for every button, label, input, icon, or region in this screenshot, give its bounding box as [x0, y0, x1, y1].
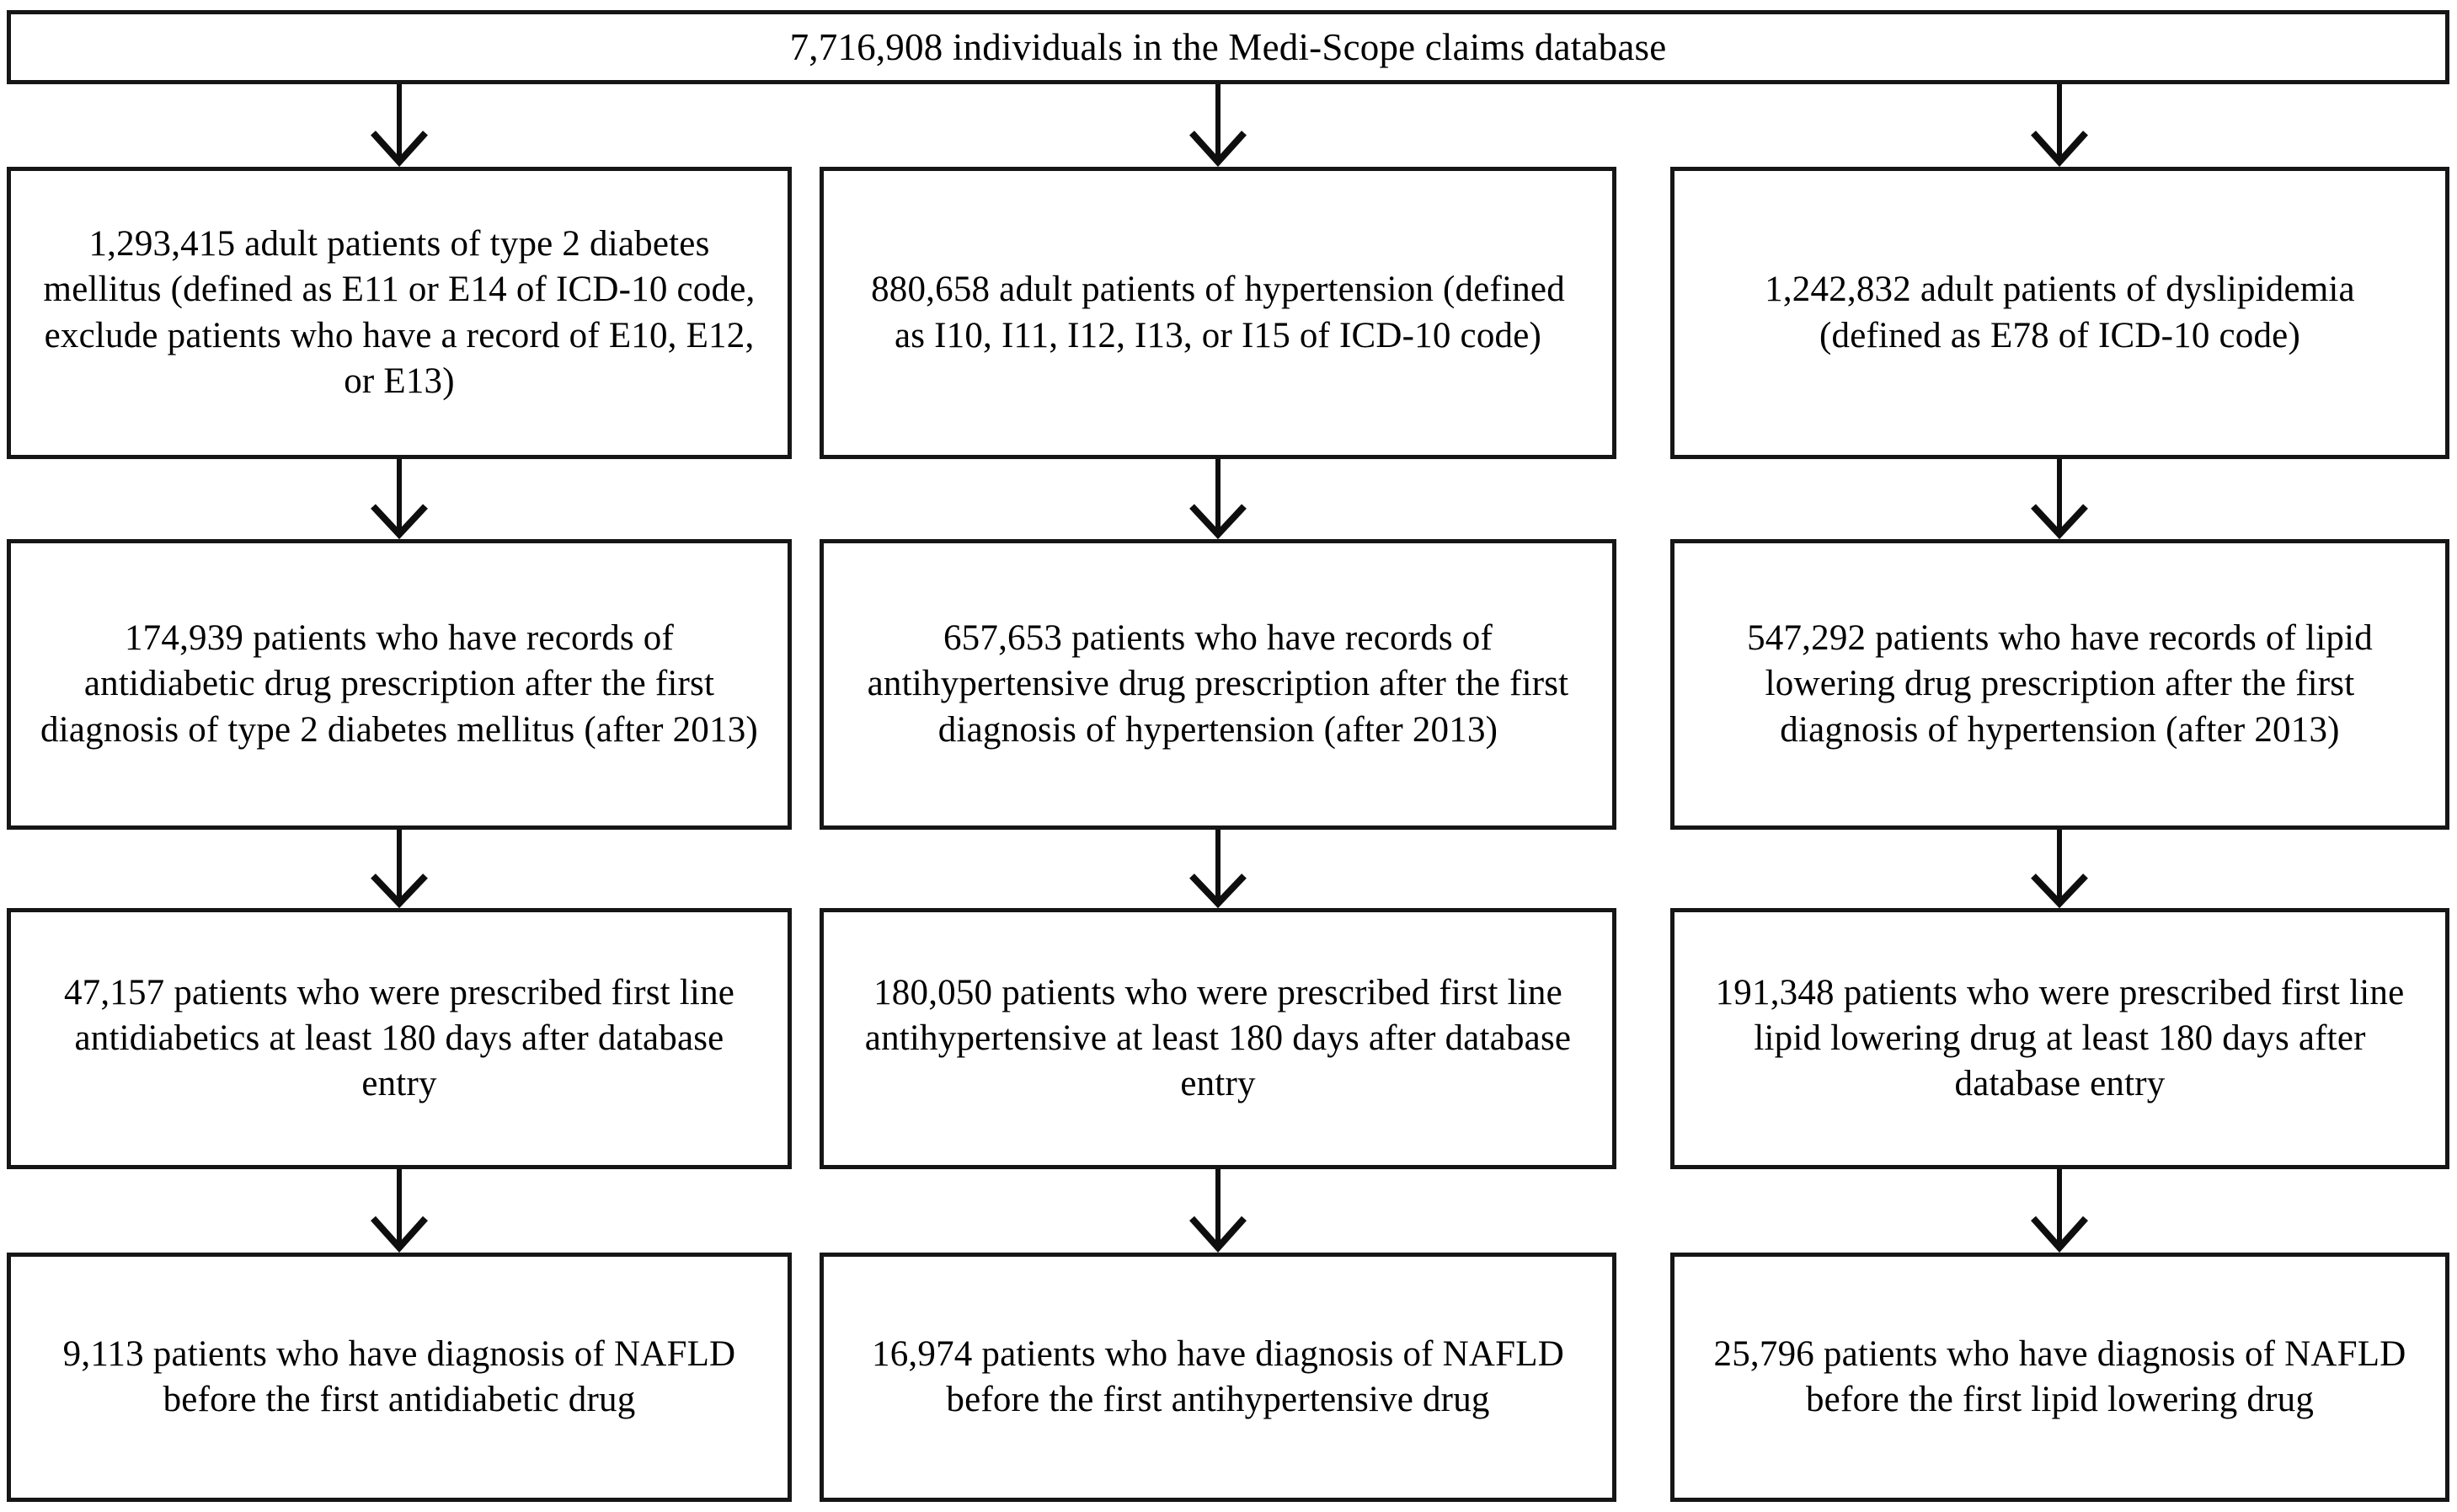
- flow-box-nafld-before-lipid-lowering: 25,796 patients who have diagnosis of NA…: [1670, 1253, 2449, 1502]
- flow-box-first-line-antihypertensive-text: 180,050 patients who were prescribed fir…: [864, 972, 1572, 1104]
- down-arrow-icon: [1180, 1169, 1256, 1253]
- down-arrow-icon: [361, 459, 437, 539]
- flow-box-claims-database-text: 7,716,908 individuals in the Medi-Scope …: [789, 25, 1667, 68]
- down-arrow-icon: [2022, 830, 2097, 908]
- down-arrow-icon: [1180, 459, 1256, 539]
- flow-box-first-line-antihypertensive: 180,050 patients who were prescribed fir…: [820, 908, 1616, 1169]
- down-arrow-icon: [361, 830, 437, 908]
- flow-box-claims-database: 7,716,908 individuals in the Medi-Scope …: [7, 10, 2449, 84]
- down-arrow-icon: [2022, 84, 2097, 167]
- flow-box-dyslipidemia-cohort-text: 1,242,832 adult patients of dyslipidemia…: [1765, 270, 2355, 355]
- flow-box-nafld-before-antidiabetic-text: 9,113 patients who have diagnosis of NAF…: [62, 1333, 736, 1419]
- flow-box-nafld-before-lipid-lowering-text: 25,796 patients who have diagnosis of NA…: [1713, 1333, 2406, 1419]
- flow-box-nafld-before-antihypertensive: 16,974 patients who have diagnosis of NA…: [820, 1253, 1616, 1502]
- flow-box-dyslipidemia-cohort: 1,242,832 adult patients of dyslipidemia…: [1670, 167, 2449, 459]
- flow-box-antidiabetic-prescription: 174,939 patients who have records of ant…: [7, 539, 792, 830]
- down-arrow-icon: [1180, 830, 1256, 908]
- flow-box-nafld-before-antidiabetic: 9,113 patients who have diagnosis of NAF…: [7, 1253, 792, 1502]
- flow-box-antihypertensive-prescription-text: 657,653 patients who have records of ant…: [867, 618, 1569, 750]
- flow-box-first-line-lipid-lowering-text: 191,348 patients who were prescribed fir…: [1715, 972, 2405, 1104]
- flow-box-antidiabetic-prescription-text: 174,939 patients who have records of ant…: [40, 618, 758, 750]
- down-arrow-icon: [361, 84, 437, 167]
- flow-box-first-line-antidiabetics: 47,157 patients who were prescribed firs…: [7, 908, 792, 1169]
- down-arrow-icon: [361, 1169, 437, 1253]
- flow-box-diabetes-cohort-text: 1,293,415 adult patients of type 2 diabe…: [43, 224, 756, 401]
- down-arrow-icon: [1180, 84, 1256, 167]
- flow-box-nafld-before-antihypertensive-text: 16,974 patients who have diagnosis of NA…: [872, 1333, 1564, 1419]
- flow-box-antihypertensive-prescription: 657,653 patients who have records of ant…: [820, 539, 1616, 830]
- flow-box-lipid-lowering-prescription-text: 547,292 patients who have records of lip…: [1747, 618, 2373, 750]
- flow-box-diabetes-cohort: 1,293,415 adult patients of type 2 diabe…: [7, 167, 792, 459]
- flow-box-first-line-lipid-lowering: 191,348 patients who were prescribed fir…: [1670, 908, 2449, 1169]
- down-arrow-icon: [2022, 459, 2097, 539]
- flow-box-hypertension-cohort-text: 880,658 adult patients of hypertension (…: [871, 270, 1565, 355]
- flow-box-hypertension-cohort: 880,658 adult patients of hypertension (…: [820, 167, 1616, 459]
- flow-box-first-line-antidiabetics-text: 47,157 patients who were prescribed firs…: [63, 972, 735, 1104]
- down-arrow-icon: [2022, 1169, 2097, 1253]
- flow-box-lipid-lowering-prescription: 547,292 patients who have records of lip…: [1670, 539, 2449, 830]
